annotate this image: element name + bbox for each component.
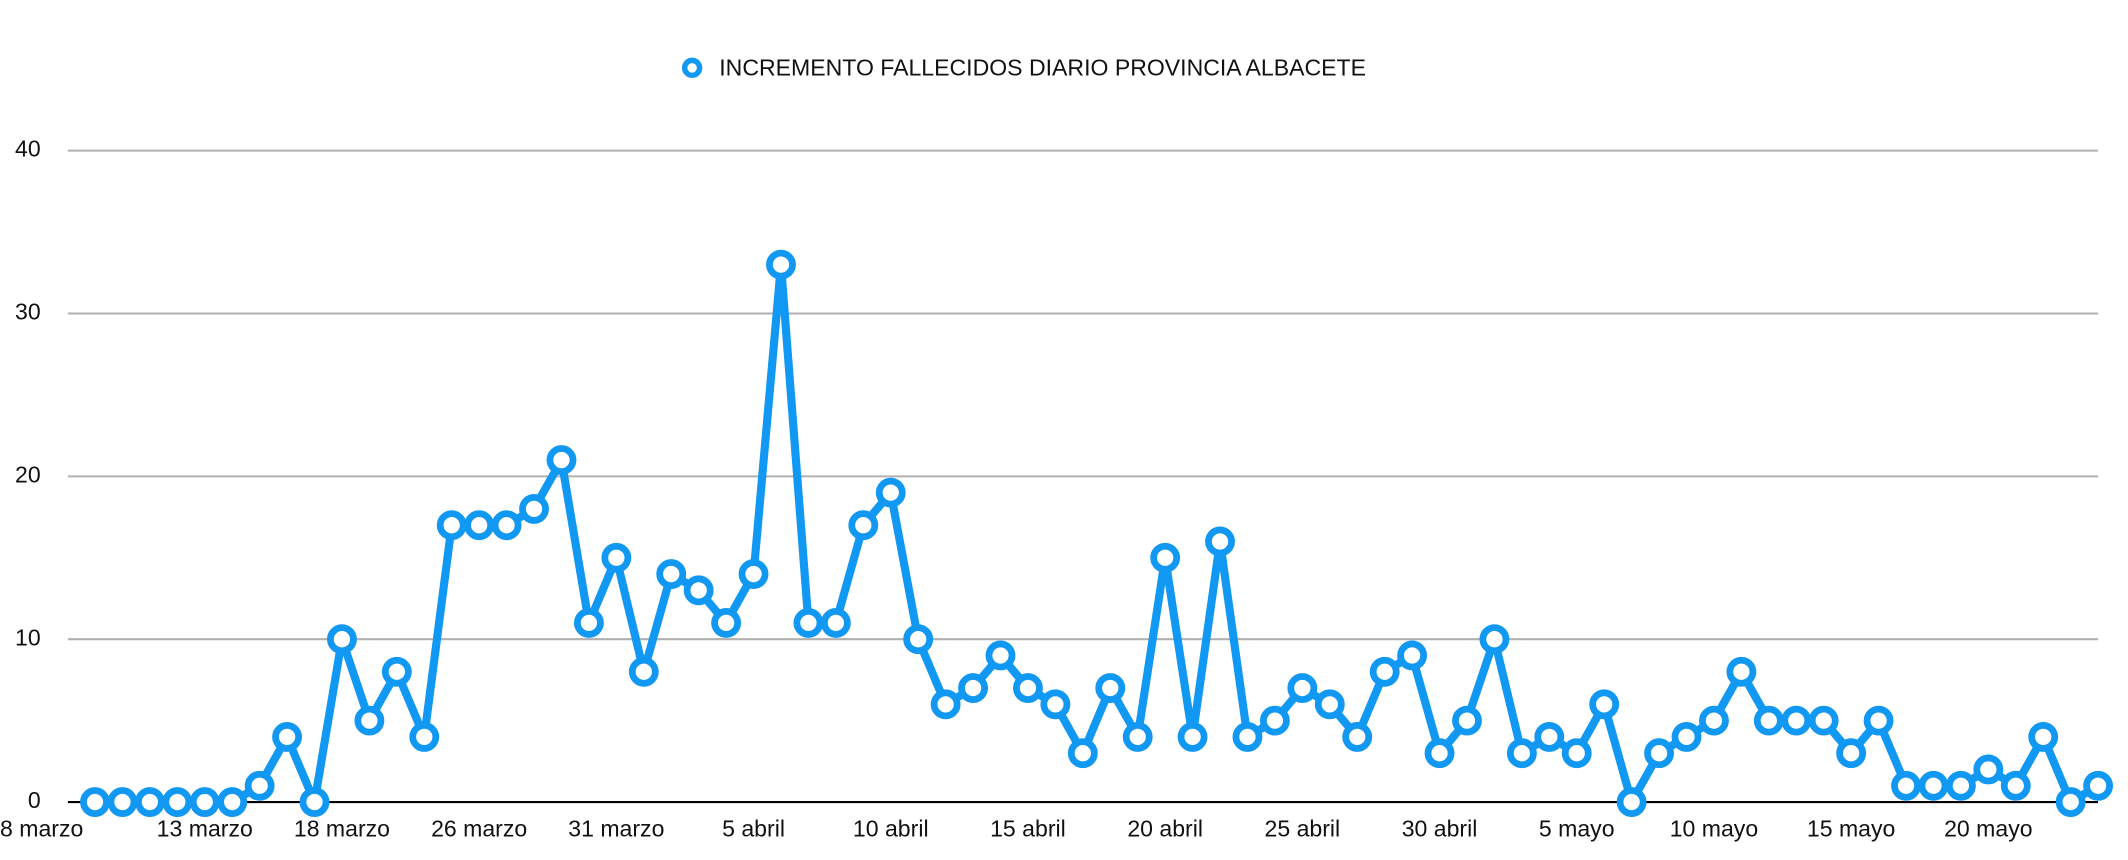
x-tick-label: 20 abril	[1127, 816, 1203, 842]
data-point	[1699, 705, 1729, 736]
x-tick-label: 15 abril	[990, 816, 1066, 842]
x-tick-label: 8 marzo	[0, 816, 83, 842]
data-point	[875, 477, 906, 508]
data-point	[1918, 770, 1949, 801]
data-point	[1479, 624, 1510, 655]
data-point	[848, 510, 879, 541]
data-point	[2083, 770, 2114, 801]
x-tick-label: 10 abril	[853, 816, 929, 842]
legend-label: INCREMENTO FALLECIDOS DIARIO PROVINCIA A…	[719, 54, 1366, 80]
data-point	[1259, 705, 1290, 736]
x-tick-label: 18 marzo	[294, 816, 390, 842]
data-point	[80, 787, 110, 817]
data-point	[1644, 738, 1674, 769]
data-point	[903, 624, 934, 655]
data-point	[1205, 526, 1235, 557]
x-tick-label: 10 mayo	[1670, 816, 1758, 842]
data-point	[738, 559, 769, 589]
data-point	[327, 624, 357, 655]
data-point	[1397, 640, 1428, 671]
x-tick-label: 30 abril	[1402, 816, 1478, 842]
data-point	[464, 510, 495, 541]
data-point	[1589, 689, 1620, 720]
x-tick-label: 5 abril	[722, 816, 785, 842]
x-tick-label: 31 marzo	[568, 816, 664, 842]
data-point	[491, 510, 522, 541]
data-point	[683, 575, 714, 606]
data-point	[1177, 721, 1208, 752]
data-point	[1726, 656, 1757, 687]
data-point	[1671, 721, 1702, 752]
data-point	[628, 656, 659, 687]
data-point	[573, 607, 604, 638]
data-point	[381, 656, 412, 687]
data-point	[1424, 738, 1455, 769]
data-point	[1122, 721, 1153, 752]
y-tick-label: 10	[15, 624, 41, 650]
data-point	[107, 787, 138, 817]
data-point	[1452, 705, 1482, 736]
data-point	[1095, 673, 1126, 703]
x-tick-label: 26 marzo	[431, 816, 527, 842]
data-point	[1232, 721, 1263, 752]
data-point	[409, 721, 440, 752]
data-point	[244, 770, 275, 801]
data-point	[1013, 673, 1043, 703]
x-tick-label: 5 mayo	[1539, 816, 1615, 842]
data-point	[1863, 705, 1894, 736]
y-tick-label: 30	[15, 299, 41, 325]
data-point	[1040, 689, 1071, 720]
data-point	[189, 787, 220, 817]
data-point	[2028, 721, 2059, 752]
data-point	[2000, 770, 2031, 801]
data-point	[1506, 738, 1537, 769]
data-point	[1836, 738, 1867, 769]
data-point	[1945, 770, 1976, 801]
data-point	[1891, 770, 1921, 801]
data-point	[519, 493, 549, 524]
data-point	[1616, 787, 1647, 817]
data-point	[1561, 738, 1592, 769]
y-tick-label: 20	[15, 461, 41, 487]
data-point	[985, 640, 1016, 671]
data-point	[958, 673, 988, 703]
data-point	[2055, 787, 2086, 817]
x-tick-label: 13 marzo	[157, 816, 253, 842]
y-tick-label: 40	[15, 136, 41, 162]
data-point	[820, 607, 851, 638]
x-tick-label: 15 mayo	[1807, 816, 1895, 842]
data-point	[1808, 705, 1839, 736]
data-point	[1973, 754, 2004, 785]
data-point	[546, 445, 577, 475]
data-point	[436, 510, 467, 541]
data-point	[1067, 738, 1098, 769]
data-point	[162, 787, 193, 817]
data-point	[711, 607, 742, 638]
data-point	[1781, 705, 1812, 736]
data-point	[299, 787, 330, 817]
data-point	[1287, 673, 1318, 703]
data-point	[601, 542, 632, 573]
data-point	[766, 249, 796, 280]
data-point	[354, 705, 385, 736]
x-tick-label: 20 mayo	[1944, 816, 2032, 842]
data-point	[1314, 689, 1345, 720]
x-tick-label: 25 abril	[1265, 816, 1341, 842]
data-point	[930, 689, 961, 720]
data-point	[272, 721, 303, 752]
data-point	[1534, 721, 1565, 752]
legend-marker	[681, 57, 703, 79]
data-point	[217, 787, 248, 817]
y-tick-label: 0	[28, 787, 41, 813]
data-point	[1342, 721, 1373, 752]
data-point	[656, 559, 687, 589]
data-point	[1150, 542, 1181, 573]
data-point	[793, 607, 824, 638]
data-point	[1369, 656, 1400, 687]
data-point	[134, 787, 165, 817]
data-point	[1753, 705, 1784, 736]
